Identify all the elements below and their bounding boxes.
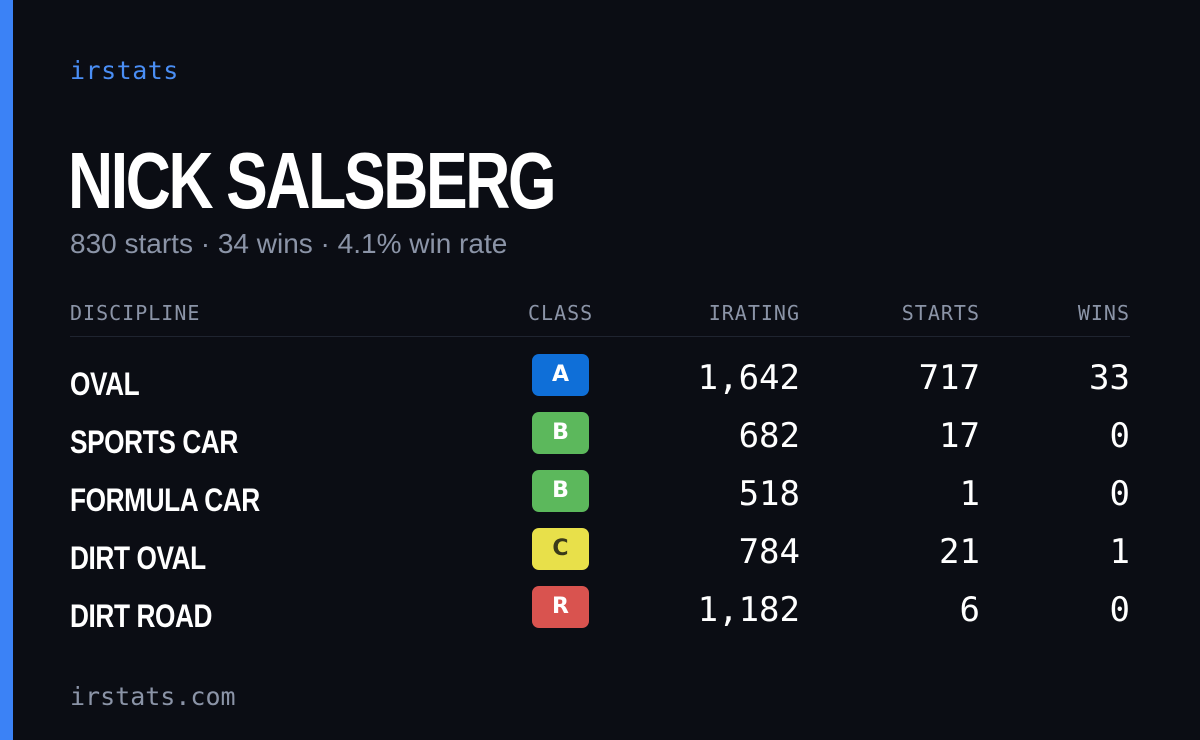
- header-starts: STARTS: [901, 301, 980, 325]
- table-row: OVAL A 1,642 717 33: [70, 354, 1130, 412]
- discipline-label: OVAL: [70, 366, 140, 402]
- header-discipline: DISCIPLINE: [70, 301, 201, 325]
- driver-name: NICK SALSBERG: [68, 136, 556, 225]
- discipline-label: FORMULA CAR: [70, 482, 260, 518]
- table-row: SPORTS CAR B 682 17 0: [70, 412, 1130, 470]
- class-badge: B: [532, 470, 589, 512]
- wins-value: 33: [1089, 358, 1130, 398]
- class-badge: C: [532, 528, 589, 570]
- table-row: DIRT ROAD R 1,182 6 0: [70, 586, 1130, 644]
- class-badge: A: [532, 354, 589, 396]
- wins-value: 0: [1109, 416, 1130, 456]
- class-badge: B: [532, 412, 589, 454]
- discipline-label: DIRT ROAD: [70, 598, 213, 634]
- driver-summary: 830 starts · 34 wins · 4.1% win rate: [70, 228, 508, 259]
- header-wins: WINS: [1077, 301, 1130, 325]
- starts-value: 1: [959, 474, 980, 514]
- wins-value: 1: [1109, 532, 1130, 572]
- irating-value: 518: [738, 474, 800, 514]
- starts-value: 717: [918, 358, 980, 398]
- irating-value: 1,182: [697, 590, 800, 630]
- table-row: DIRT OVAL C 784 21 1: [70, 528, 1130, 586]
- header-class: CLASS: [528, 301, 594, 325]
- table-row: FORMULA CAR B 518 1 0: [70, 470, 1130, 528]
- footer-link[interactable]: irstats.com: [70, 682, 236, 711]
- wins-value: 0: [1109, 590, 1130, 630]
- irating-value: 682: [738, 416, 800, 456]
- accent-bar: [0, 0, 13, 740]
- class-badge: R: [532, 586, 589, 628]
- irating-value: 784: [738, 532, 800, 572]
- starts-value: 6: [959, 590, 980, 630]
- discipline-label: DIRT OVAL: [70, 540, 206, 576]
- table-header: DISCIPLINE CLASS IRATING STARTS WINS: [70, 300, 1130, 337]
- starts-value: 21: [939, 532, 980, 572]
- wins-value: 0: [1109, 474, 1130, 514]
- irating-value: 1,642: [697, 358, 800, 398]
- header-irating: IRATING: [708, 301, 800, 325]
- discipline-label: SPORTS CAR: [70, 424, 238, 460]
- brand-logo[interactable]: irstats: [70, 56, 179, 85]
- starts-value: 17: [939, 416, 980, 456]
